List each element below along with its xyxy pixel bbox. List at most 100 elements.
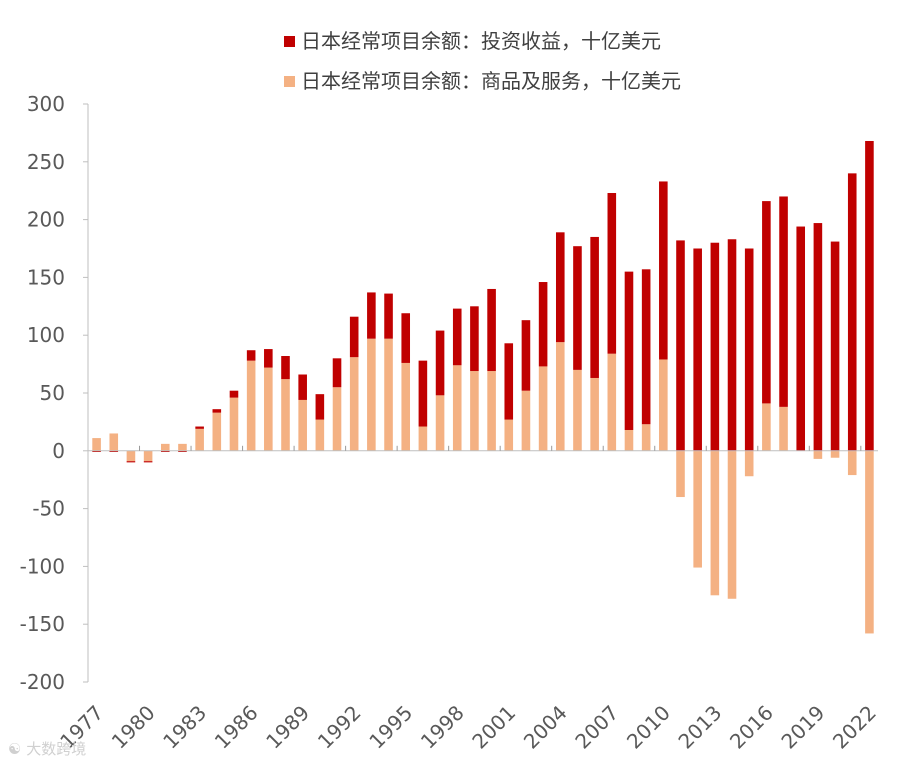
bar-goods-services-2013 xyxy=(710,450,720,596)
bar-goods-services-1997 xyxy=(435,395,445,451)
bar-investment-income-1987 xyxy=(264,349,273,368)
legend-label-investment-income: 日本经常项目余额：投资收益，十亿美元 xyxy=(301,29,661,53)
bar-investment-income-2012 xyxy=(693,248,702,451)
bar-goods-services-2016 xyxy=(762,403,771,451)
x-tick-label: 2001 xyxy=(467,701,520,754)
y-tick-label: 150 xyxy=(27,265,65,289)
bar-investment-income-1984 xyxy=(212,409,222,413)
bar-goods-services-2022 xyxy=(865,450,874,634)
y-tick-label: 250 xyxy=(27,150,65,174)
bar-investment-income-2002 xyxy=(521,320,531,391)
bar-investment-income-1994 xyxy=(384,293,393,339)
x-tick-label: 2004 xyxy=(519,701,572,754)
bar-goods-services-1980 xyxy=(143,450,153,462)
bar-investment-income-2022 xyxy=(865,140,874,451)
bar-goods-services-1984 xyxy=(212,412,222,451)
bar-investment-income-1990 xyxy=(315,394,325,420)
bar-investment-income-1996 xyxy=(418,360,428,427)
bar-goods-services-2003 xyxy=(538,366,548,451)
bar-investment-income-2004 xyxy=(555,232,565,343)
bar-goods-services-1999 xyxy=(470,371,479,451)
bar-investment-income-1980 xyxy=(143,461,153,463)
bar-investment-income-2014 xyxy=(727,239,737,451)
y-tick-label: 100 xyxy=(27,323,65,347)
legend-investment-income: 日本经常项目余额：投资收益，十亿美元 xyxy=(284,25,661,54)
x-tick-label: 1986 xyxy=(210,701,263,754)
bar-investment-income-1985 xyxy=(229,390,239,398)
bar-investment-income-2018 xyxy=(796,226,806,451)
bar-goods-services-1991 xyxy=(332,387,342,451)
bar-goods-services-1986 xyxy=(246,360,256,451)
bar-goods-services-2010 xyxy=(659,359,668,451)
bar-goods-services-1998 xyxy=(452,365,462,451)
bar-investment-income-2000 xyxy=(487,288,496,372)
bar-goods-services-2019 xyxy=(813,450,823,459)
bar-investment-income-2013 xyxy=(710,242,720,451)
bar-investment-income-1991 xyxy=(332,358,342,388)
bar-investment-income-2001 xyxy=(504,343,514,420)
bar-goods-services-1987 xyxy=(264,367,273,451)
bar-investment-income-1977 xyxy=(92,450,101,452)
y-tick-label: -100 xyxy=(20,554,65,578)
x-tick-label: 2016 xyxy=(725,701,778,754)
x-tick-label: 1989 xyxy=(261,701,314,754)
bar-goods-services-2012 xyxy=(693,450,702,568)
bar-investment-income-1982 xyxy=(178,450,187,452)
bar-goods-services-1982 xyxy=(178,443,187,451)
x-tick-label: 2010 xyxy=(622,701,675,754)
bar-goods-services-1994 xyxy=(384,338,393,451)
bar-goods-services-2001 xyxy=(504,419,514,451)
x-tick-label: 1980 xyxy=(107,701,160,754)
bar-goods-services-2008 xyxy=(624,429,634,451)
bar-investment-income-2008 xyxy=(624,271,634,430)
bar-goods-services-2017 xyxy=(779,406,788,451)
y-tick-label: -150 xyxy=(20,612,65,636)
bar-goods-services-2020 xyxy=(830,450,840,458)
bar-investment-income-1995 xyxy=(401,313,411,363)
bar-goods-services-1992 xyxy=(349,357,359,451)
legend-label-goods-services: 日本经常项目余额：商品及服务，十亿美元 xyxy=(301,69,681,93)
bar-investment-income-2003 xyxy=(538,282,548,367)
legend-swatch-investment-income xyxy=(284,36,295,47)
bar-investment-income-1993 xyxy=(367,292,376,339)
x-tick-label: 1983 xyxy=(158,701,211,754)
bar-goods-services-2011 xyxy=(676,450,685,498)
bar-investment-income-2009 xyxy=(641,269,651,425)
x-tick-label: 2013 xyxy=(673,701,726,754)
x-tick-label: 1992 xyxy=(313,701,366,754)
bar-goods-services-2009 xyxy=(641,424,651,451)
bar-goods-services-1978 xyxy=(109,433,119,451)
x-axis: 1977198019831986198919921995199820012004… xyxy=(55,445,881,754)
bar-investment-income-1998 xyxy=(452,308,462,366)
bar-investment-income-1979 xyxy=(126,461,136,463)
bar-goods-services-1981 xyxy=(160,443,170,451)
bar-goods-services-2006 xyxy=(590,377,599,451)
bar-goods-services-2005 xyxy=(573,369,582,451)
x-tick-label: 2007 xyxy=(570,701,623,754)
bar-investment-income-1989 xyxy=(298,374,307,400)
bar-goods-services-2002 xyxy=(521,390,531,451)
y-axis: 300 250 200 150 100 50 0 -50 -100 -150 -200 xyxy=(20,92,89,694)
bar-investment-income-1992 xyxy=(349,316,359,358)
bar-investment-income-1997 xyxy=(435,330,445,396)
y-tick-label: 200 xyxy=(27,208,65,232)
bar-investment-income-2005 xyxy=(573,246,582,370)
bar-investment-income-2011 xyxy=(676,240,685,451)
watermark-text: 大数跨境 xyxy=(26,740,87,758)
bar-investment-income-1983 xyxy=(195,426,204,429)
bar-goods-services-2014 xyxy=(727,450,737,599)
bar-goods-services-1996 xyxy=(418,426,428,451)
x-tick-label: 1998 xyxy=(416,701,469,754)
bar-investment-income-2010 xyxy=(659,181,668,360)
x-tick-label: 2019 xyxy=(776,701,829,754)
legend-swatch-goods-services xyxy=(284,76,295,87)
bar-investment-income-1999 xyxy=(470,306,479,372)
bar-investment-income-1988 xyxy=(281,356,290,380)
bar-goods-services-1993 xyxy=(367,338,376,451)
bar-goods-services-2015 xyxy=(744,450,754,477)
bar-goods-services-2021 xyxy=(847,450,857,476)
y-tick-label: -200 xyxy=(20,670,65,694)
bar-goods-services-2007 xyxy=(607,353,617,451)
watermark: ☯ 大数跨境 xyxy=(8,738,86,759)
